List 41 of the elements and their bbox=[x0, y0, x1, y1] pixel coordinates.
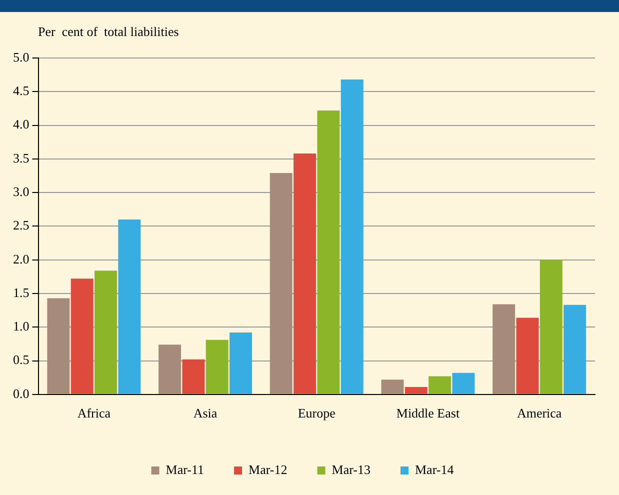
y-tick-label: 0.5 bbox=[13, 352, 30, 368]
bar bbox=[516, 318, 539, 394]
y-tick-label: 2.5 bbox=[13, 218, 30, 233]
bar bbox=[47, 298, 70, 394]
y-tick-label: 4.5 bbox=[13, 83, 30, 98]
bar bbox=[540, 260, 562, 394]
y-tick-label: 3.5 bbox=[13, 150, 30, 166]
bar bbox=[564, 304, 586, 394]
y-tick-label: 4.0 bbox=[13, 116, 30, 132]
x-tick-label: Africa bbox=[77, 406, 111, 421]
legend-label: Mar-12 bbox=[248, 462, 288, 477]
bar bbox=[492, 304, 516, 394]
bar bbox=[70, 278, 94, 394]
bar bbox=[206, 340, 228, 394]
bar bbox=[94, 270, 117, 394]
y-tick-label: 3.0 bbox=[13, 184, 30, 199]
bar bbox=[294, 154, 316, 394]
bar bbox=[118, 219, 141, 394]
bar bbox=[452, 372, 475, 394]
bar bbox=[230, 332, 252, 394]
legend-label: Mar-14 bbox=[414, 462, 454, 477]
y-tick-label: 1.5 bbox=[13, 284, 30, 300]
legend-label: Mar-13 bbox=[332, 462, 370, 477]
y-axis-title: Per cent of total liabilities bbox=[38, 24, 179, 39]
x-tick-label: Europe bbox=[298, 406, 336, 421]
x-tick-label: Asia bbox=[193, 406, 218, 421]
bar bbox=[158, 344, 182, 394]
bar bbox=[381, 380, 404, 394]
bar bbox=[182, 359, 205, 394]
y-tick-label: 2.0 bbox=[13, 251, 30, 266]
bar bbox=[428, 376, 452, 394]
bar bbox=[317, 110, 340, 394]
bar bbox=[340, 80, 364, 394]
x-tick-label: Middle East bbox=[396, 406, 460, 421]
legend-label: Mar-11 bbox=[166, 462, 204, 477]
y-tick-label: 1.0 bbox=[13, 318, 30, 334]
x-tick-label: America bbox=[516, 406, 562, 421]
bar bbox=[404, 387, 428, 394]
y-tick-label: 0.0 bbox=[13, 386, 30, 401]
y-tick-label: 5.0 bbox=[13, 49, 30, 64]
bar bbox=[270, 173, 292, 394]
